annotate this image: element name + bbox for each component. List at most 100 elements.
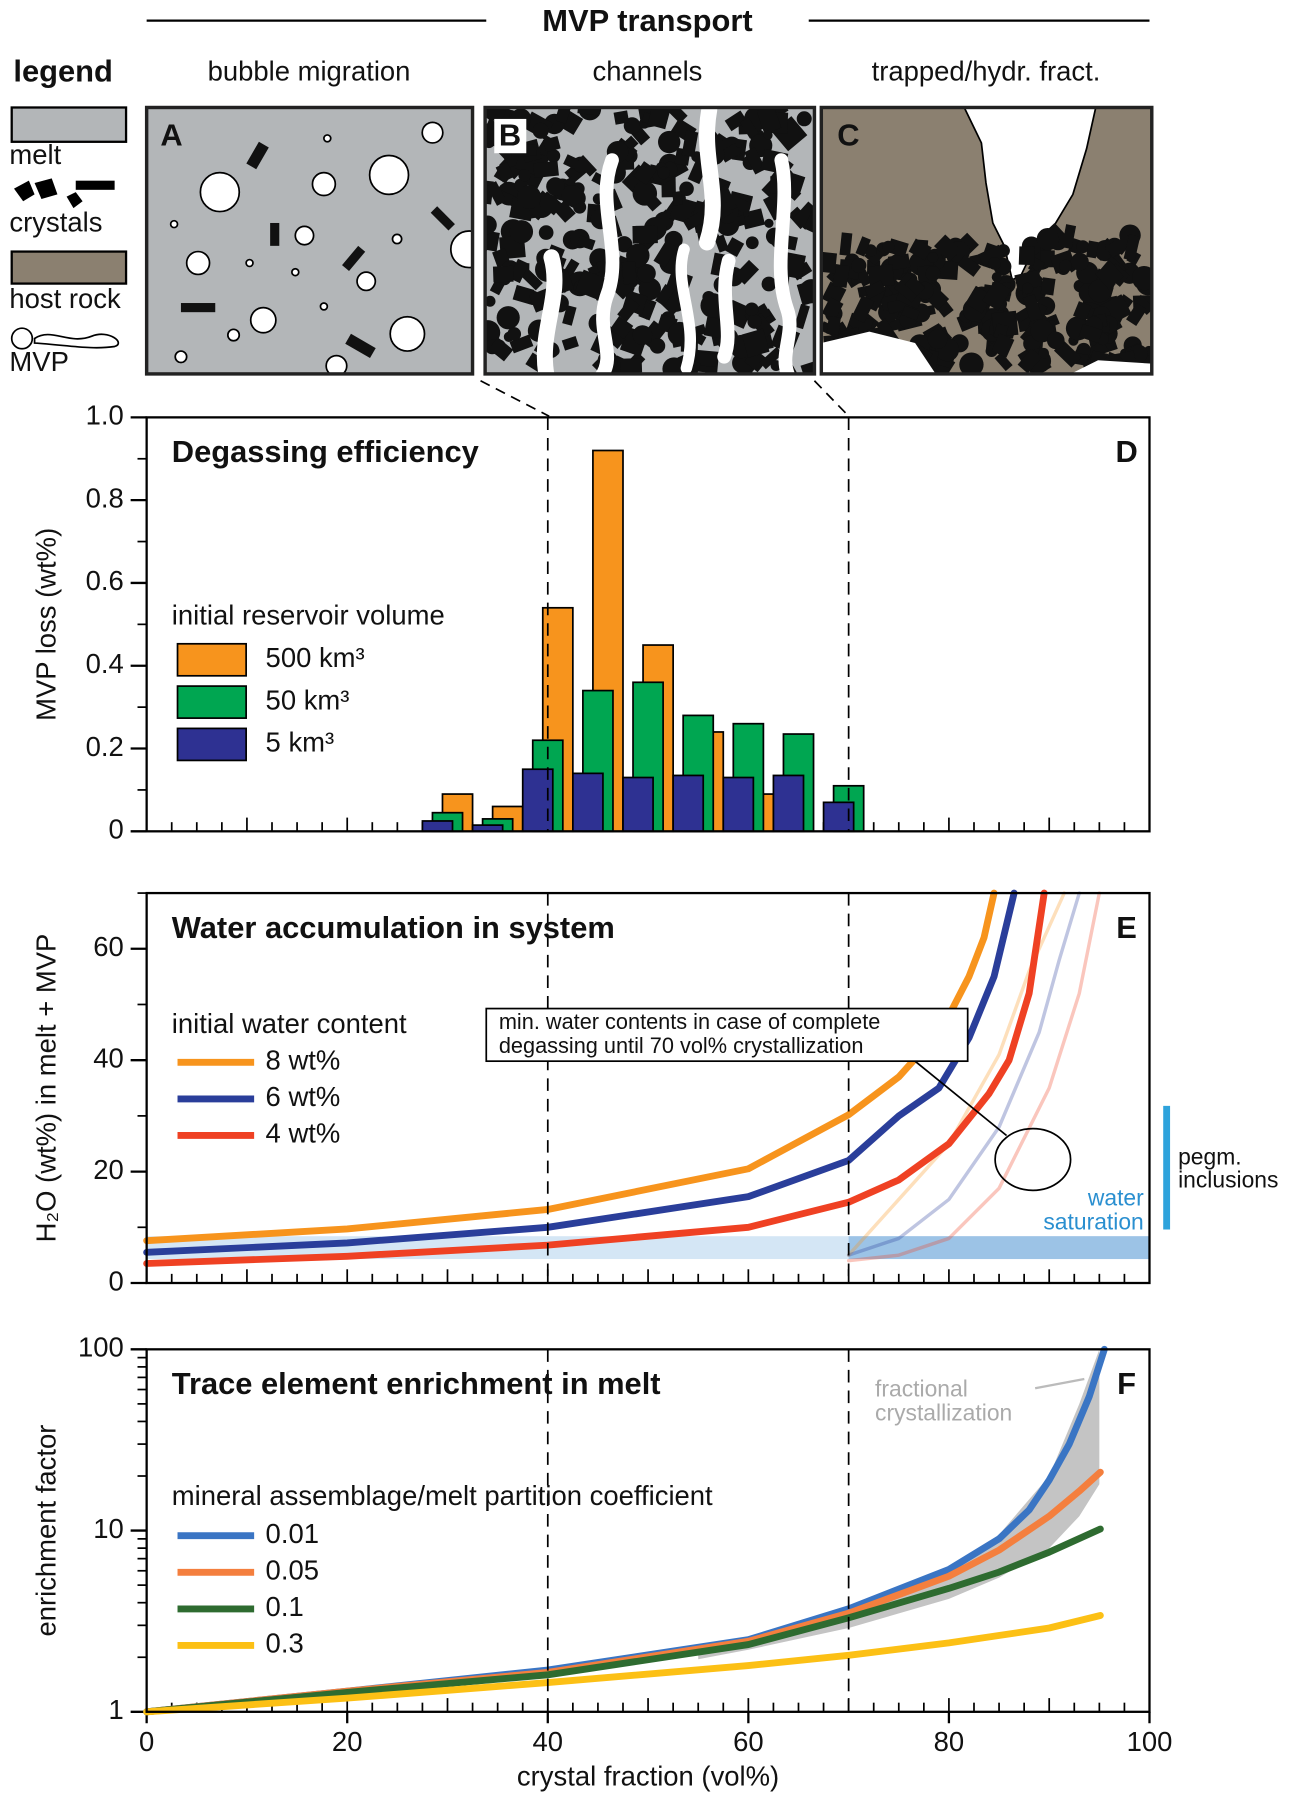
legend-label: 0.05 [266,1555,319,1586]
channel [707,110,713,243]
crystal [851,258,866,273]
crystal [478,215,497,234]
legend-title: initial water content [172,1008,407,1039]
crystal [988,257,1001,270]
crystal [539,225,554,240]
crystal [270,223,279,246]
bubble [392,234,401,243]
crystal [632,225,657,243]
y-tick-label: 20 [93,1154,124,1185]
crystal [533,161,559,178]
legend-label: 0.1 [266,1591,304,1622]
crystal [1071,253,1089,271]
x-tick-label: 20 [332,1726,363,1757]
bar [673,775,703,831]
y-tick-label: 1.0 [86,400,124,431]
legend-swatch [178,728,247,760]
y-axis-label: enrichment factor [31,1425,62,1637]
legend-label: 500 km³ [266,642,365,673]
bubble [295,226,313,244]
bubble [251,308,276,333]
bubble [171,221,178,228]
crystal [745,302,759,316]
bar [573,773,603,831]
crystal [622,261,637,284]
figure-title: MVP transport [542,3,752,38]
legend-label: 8 wt% [266,1045,341,1076]
bubble [187,252,210,275]
crystal [747,315,761,329]
bubble [200,173,239,212]
figure: MVP transport legend bubble migration ch… [0,0,1311,1793]
crystal [672,191,683,206]
chart-title: Water accumulation in system [172,910,615,945]
y-tick-label: 1 [109,1694,124,1725]
crystal [533,123,549,139]
x-tick-label: 0 [139,1726,154,1757]
crystal [763,131,772,140]
panel-letter: E [1116,910,1137,945]
saturation-label: saturation [1043,1209,1143,1235]
bubble [324,135,331,142]
saturation-label: water [1087,1185,1144,1211]
column-label: channels [593,55,703,86]
y-tick-label: 60 [93,931,124,962]
page: {"header":{"title":"MVP transport","lege… [0,0,1311,1793]
y-tick-label: 0 [109,814,124,845]
panel-letter: B [499,117,521,152]
annotation: degassing until 70 vol% crystallization [499,1033,864,1058]
crystal [1059,260,1072,273]
legend-label: 5 km³ [266,727,335,758]
x-axis-label: crystal fraction (vol%) [517,1760,779,1791]
bubble [320,303,327,310]
crystal [926,266,941,281]
band-label: fractional [875,1376,968,1402]
panel-a [147,107,488,376]
legend-label: 50 km³ [266,684,350,715]
crystal [507,327,521,341]
connector [481,381,550,416]
y-tick-label: 40 [93,1042,124,1073]
crystal [882,241,894,253]
y-tick-label: 0 [109,1265,124,1296]
x-tick-label: 80 [934,1726,965,1757]
legend-label: 6 wt% [266,1081,341,1112]
bubble [370,156,409,195]
bar [623,778,653,832]
crystal [497,306,520,329]
y-tick-label: 0.4 [86,648,124,679]
y-tick-label: 0.8 [86,482,124,513]
panel-b [475,93,825,387]
crystal [1022,283,1033,294]
x-tick-label: 100 [1127,1726,1173,1757]
legend-crystal-swatch [14,178,115,208]
bubble [390,317,424,351]
legend-item: melt [9,139,61,170]
crystal [518,169,530,181]
panel-c [815,107,1163,383]
y-tick-label: 0.2 [86,731,124,762]
column-label: trapped/hydr. fract. [872,55,1101,86]
connector [814,381,848,416]
column-label: bubble migration [208,55,411,86]
annotation: min. water contents in case of complete [499,1009,880,1034]
chart-title: Trace element enrichment in melt [172,1366,661,1401]
bar [723,778,753,832]
bar [422,821,452,831]
annotation-ellipse [995,1129,1070,1191]
y-tick-label: 100 [78,1332,124,1363]
y-axis-label: H₂O (wt%) in melt + MVP [31,934,62,1243]
crystal [797,111,812,126]
crystal [510,220,533,243]
bubble [451,231,488,268]
crystal [826,316,840,335]
x-tick-label: 60 [733,1726,764,1757]
legend-title: initial reservoir volume [172,600,445,631]
channel [724,261,729,357]
legend-host-swatch [12,252,126,284]
bubble [422,122,443,143]
legend-swatch [178,644,247,676]
panel-letter: D [1115,434,1137,469]
crystal [517,185,541,209]
legend-swatch [178,686,247,718]
